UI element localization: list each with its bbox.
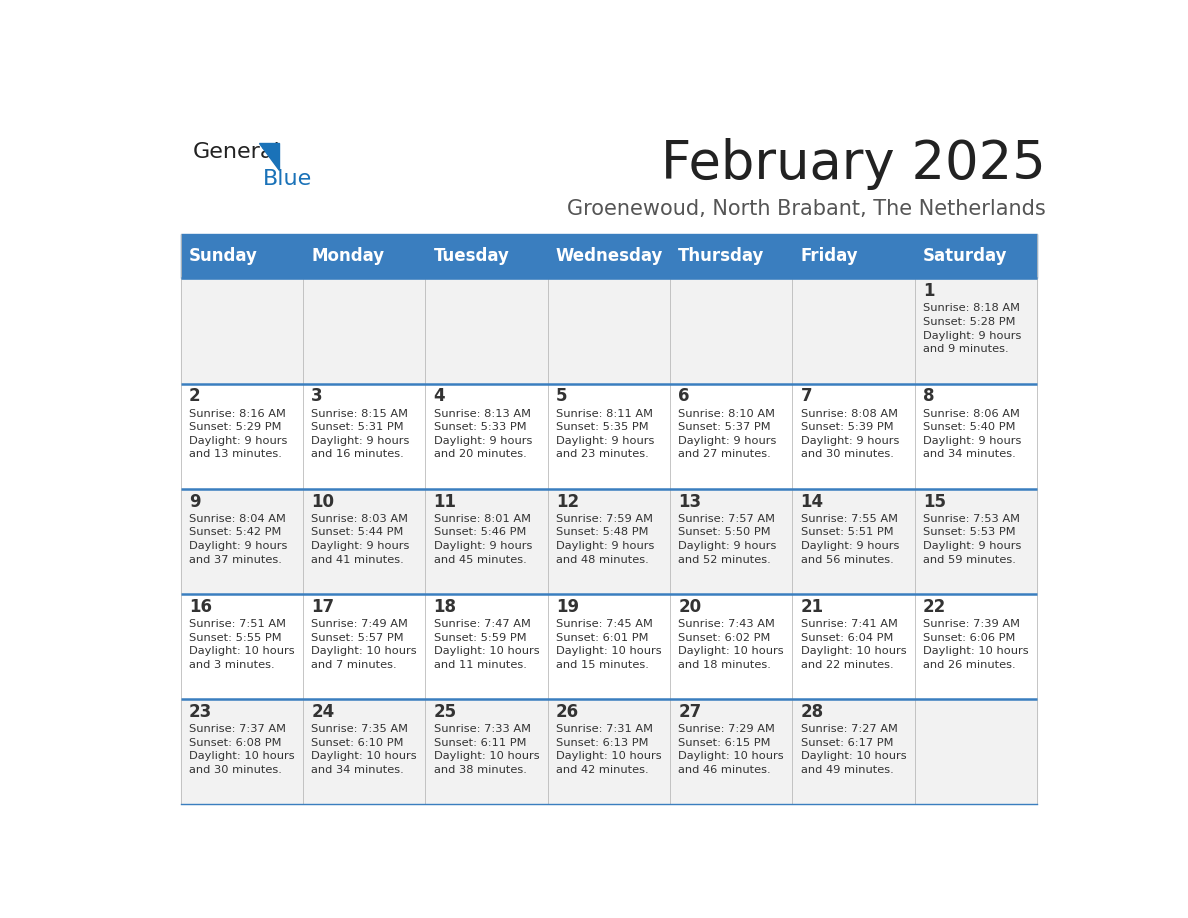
Text: 13: 13 xyxy=(678,493,701,510)
Text: Thursday: Thursday xyxy=(678,247,765,265)
Text: 26: 26 xyxy=(556,703,579,721)
Text: Sunrise: 7:55 AM
Sunset: 5:51 PM
Daylight: 9 hours
and 56 minutes.: Sunrise: 7:55 AM Sunset: 5:51 PM Dayligh… xyxy=(801,514,899,565)
Text: Groenewoud, North Brabant, The Netherlands: Groenewoud, North Brabant, The Netherlan… xyxy=(568,198,1047,218)
Text: Sunrise: 7:33 AM
Sunset: 6:11 PM
Daylight: 10 hours
and 38 minutes.: Sunrise: 7:33 AM Sunset: 6:11 PM Dayligh… xyxy=(434,724,539,775)
Text: Sunday: Sunday xyxy=(189,247,258,265)
Text: 27: 27 xyxy=(678,703,702,721)
Text: 1: 1 xyxy=(923,282,935,300)
Text: Sunrise: 7:45 AM
Sunset: 6:01 PM
Daylight: 10 hours
and 15 minutes.: Sunrise: 7:45 AM Sunset: 6:01 PM Dayligh… xyxy=(556,619,662,670)
Bar xyxy=(181,594,1037,700)
Text: Wednesday: Wednesday xyxy=(556,247,663,265)
Text: Saturday: Saturday xyxy=(923,247,1007,265)
Text: Sunrise: 7:49 AM
Sunset: 5:57 PM
Daylight: 10 hours
and 7 minutes.: Sunrise: 7:49 AM Sunset: 5:57 PM Dayligh… xyxy=(311,619,417,670)
Text: Tuesday: Tuesday xyxy=(434,247,510,265)
Text: Sunrise: 8:16 AM
Sunset: 5:29 PM
Daylight: 9 hours
and 13 minutes.: Sunrise: 8:16 AM Sunset: 5:29 PM Dayligh… xyxy=(189,409,287,459)
Text: Sunrise: 7:29 AM
Sunset: 6:15 PM
Daylight: 10 hours
and 46 minutes.: Sunrise: 7:29 AM Sunset: 6:15 PM Dayligh… xyxy=(678,724,784,775)
Text: Sunrise: 7:57 AM
Sunset: 5:50 PM
Daylight: 9 hours
and 52 minutes.: Sunrise: 7:57 AM Sunset: 5:50 PM Dayligh… xyxy=(678,514,777,565)
Text: Sunrise: 8:04 AM
Sunset: 5:42 PM
Daylight: 9 hours
and 37 minutes.: Sunrise: 8:04 AM Sunset: 5:42 PM Dayligh… xyxy=(189,514,287,565)
Text: 28: 28 xyxy=(801,703,823,721)
Text: 22: 22 xyxy=(923,598,946,616)
Text: 14: 14 xyxy=(801,493,823,510)
Text: Sunrise: 7:39 AM
Sunset: 6:06 PM
Daylight: 10 hours
and 26 minutes.: Sunrise: 7:39 AM Sunset: 6:06 PM Dayligh… xyxy=(923,619,1029,670)
Text: Sunrise: 8:03 AM
Sunset: 5:44 PM
Daylight: 9 hours
and 41 minutes.: Sunrise: 8:03 AM Sunset: 5:44 PM Dayligh… xyxy=(311,514,410,565)
Text: Sunrise: 8:10 AM
Sunset: 5:37 PM
Daylight: 9 hours
and 27 minutes.: Sunrise: 8:10 AM Sunset: 5:37 PM Dayligh… xyxy=(678,409,777,459)
Text: Sunrise: 8:06 AM
Sunset: 5:40 PM
Daylight: 9 hours
and 34 minutes.: Sunrise: 8:06 AM Sunset: 5:40 PM Dayligh… xyxy=(923,409,1022,459)
Text: Sunrise: 7:47 AM
Sunset: 5:59 PM
Daylight: 10 hours
and 11 minutes.: Sunrise: 7:47 AM Sunset: 5:59 PM Dayligh… xyxy=(434,619,539,670)
Text: 24: 24 xyxy=(311,703,335,721)
Bar xyxy=(181,278,1037,384)
Text: 3: 3 xyxy=(311,387,323,406)
Text: Sunrise: 7:35 AM
Sunset: 6:10 PM
Daylight: 10 hours
and 34 minutes.: Sunrise: 7:35 AM Sunset: 6:10 PM Dayligh… xyxy=(311,724,417,775)
Text: Friday: Friday xyxy=(801,247,858,265)
Text: Sunrise: 8:11 AM
Sunset: 5:35 PM
Daylight: 9 hours
and 23 minutes.: Sunrise: 8:11 AM Sunset: 5:35 PM Dayligh… xyxy=(556,409,655,459)
Text: Sunrise: 7:31 AM
Sunset: 6:13 PM
Daylight: 10 hours
and 42 minutes.: Sunrise: 7:31 AM Sunset: 6:13 PM Dayligh… xyxy=(556,724,662,775)
Text: Sunrise: 7:41 AM
Sunset: 6:04 PM
Daylight: 10 hours
and 22 minutes.: Sunrise: 7:41 AM Sunset: 6:04 PM Dayligh… xyxy=(801,619,906,670)
Bar xyxy=(181,384,1037,488)
Text: 5: 5 xyxy=(556,387,568,406)
Bar xyxy=(181,488,1037,594)
Text: 25: 25 xyxy=(434,703,456,721)
Text: 19: 19 xyxy=(556,598,579,616)
Text: 16: 16 xyxy=(189,598,211,616)
Text: 18: 18 xyxy=(434,598,456,616)
Text: Sunrise: 8:18 AM
Sunset: 5:28 PM
Daylight: 9 hours
and 9 minutes.: Sunrise: 8:18 AM Sunset: 5:28 PM Dayligh… xyxy=(923,304,1022,354)
Text: Blue: Blue xyxy=(263,169,312,189)
Text: 8: 8 xyxy=(923,387,935,406)
Text: February 2025: February 2025 xyxy=(662,139,1047,190)
Text: 9: 9 xyxy=(189,493,201,510)
Text: Monday: Monday xyxy=(311,247,385,265)
Text: 7: 7 xyxy=(801,387,813,406)
Text: Sunrise: 7:37 AM
Sunset: 6:08 PM
Daylight: 10 hours
and 30 minutes.: Sunrise: 7:37 AM Sunset: 6:08 PM Dayligh… xyxy=(189,724,295,775)
Text: 11: 11 xyxy=(434,493,456,510)
Text: Sunrise: 8:15 AM
Sunset: 5:31 PM
Daylight: 9 hours
and 16 minutes.: Sunrise: 8:15 AM Sunset: 5:31 PM Dayligh… xyxy=(311,409,410,459)
Text: Sunrise: 7:53 AM
Sunset: 5:53 PM
Daylight: 9 hours
and 59 minutes.: Sunrise: 7:53 AM Sunset: 5:53 PM Dayligh… xyxy=(923,514,1022,565)
Bar xyxy=(181,700,1037,804)
Text: Sunrise: 7:51 AM
Sunset: 5:55 PM
Daylight: 10 hours
and 3 minutes.: Sunrise: 7:51 AM Sunset: 5:55 PM Dayligh… xyxy=(189,619,295,670)
Bar xyxy=(181,234,1037,278)
Polygon shape xyxy=(259,143,279,170)
Text: 17: 17 xyxy=(311,598,335,616)
Text: 21: 21 xyxy=(801,598,823,616)
Text: Sunrise: 7:59 AM
Sunset: 5:48 PM
Daylight: 9 hours
and 48 minutes.: Sunrise: 7:59 AM Sunset: 5:48 PM Dayligh… xyxy=(556,514,655,565)
Text: 23: 23 xyxy=(189,703,213,721)
Text: 2: 2 xyxy=(189,387,201,406)
Text: Sunrise: 8:08 AM
Sunset: 5:39 PM
Daylight: 9 hours
and 30 minutes.: Sunrise: 8:08 AM Sunset: 5:39 PM Dayligh… xyxy=(801,409,899,459)
Text: Sunrise: 7:43 AM
Sunset: 6:02 PM
Daylight: 10 hours
and 18 minutes.: Sunrise: 7:43 AM Sunset: 6:02 PM Dayligh… xyxy=(678,619,784,670)
Text: Sunrise: 8:13 AM
Sunset: 5:33 PM
Daylight: 9 hours
and 20 minutes.: Sunrise: 8:13 AM Sunset: 5:33 PM Dayligh… xyxy=(434,409,532,459)
Text: 4: 4 xyxy=(434,387,446,406)
Text: 12: 12 xyxy=(556,493,579,510)
Text: 15: 15 xyxy=(923,493,946,510)
Text: 20: 20 xyxy=(678,598,701,616)
Text: 6: 6 xyxy=(678,387,690,406)
Text: 10: 10 xyxy=(311,493,334,510)
Text: Sunrise: 7:27 AM
Sunset: 6:17 PM
Daylight: 10 hours
and 49 minutes.: Sunrise: 7:27 AM Sunset: 6:17 PM Dayligh… xyxy=(801,724,906,775)
Text: Sunrise: 8:01 AM
Sunset: 5:46 PM
Daylight: 9 hours
and 45 minutes.: Sunrise: 8:01 AM Sunset: 5:46 PM Dayligh… xyxy=(434,514,532,565)
Text: General: General xyxy=(192,142,280,162)
